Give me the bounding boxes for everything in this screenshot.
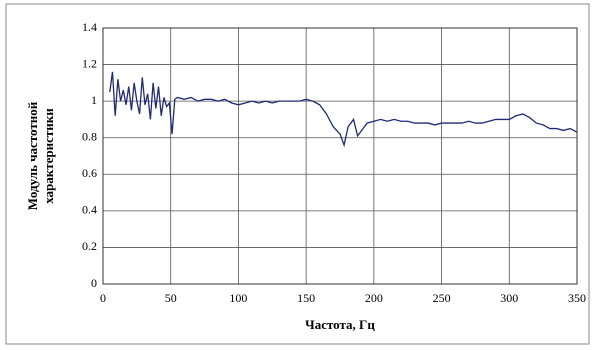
plot-area [102, 27, 578, 285]
x-tick-label: 250 [433, 291, 451, 305]
y-axis-label: характеристики [41, 108, 56, 204]
x-tick-label: 100 [229, 291, 247, 305]
x-tick-label: 300 [500, 291, 518, 305]
y-tick-label: 1.2 [82, 56, 97, 70]
y-tick-label: 0 [91, 276, 97, 290]
x-tick-label: 150 [297, 291, 315, 305]
y-axis-label: Модуль частотной [25, 101, 40, 210]
x-tick-label: 200 [365, 291, 383, 305]
x-tick-label: 50 [165, 291, 177, 305]
data-line [109, 71, 578, 148]
y-tick-label: 0.2 [82, 239, 97, 253]
y-tick-label: 1.4 [82, 20, 97, 34]
x-axis-label: Частота, Гц [305, 317, 375, 332]
x-tick-label: 0 [100, 291, 106, 305]
y-tick-label: 0.6 [82, 166, 97, 180]
y-tick-label: 0.4 [82, 203, 97, 217]
x-tick-label: 350 [568, 291, 586, 305]
y-tick-label: 1 [91, 93, 97, 107]
y-tick-label: 0.8 [82, 129, 97, 143]
